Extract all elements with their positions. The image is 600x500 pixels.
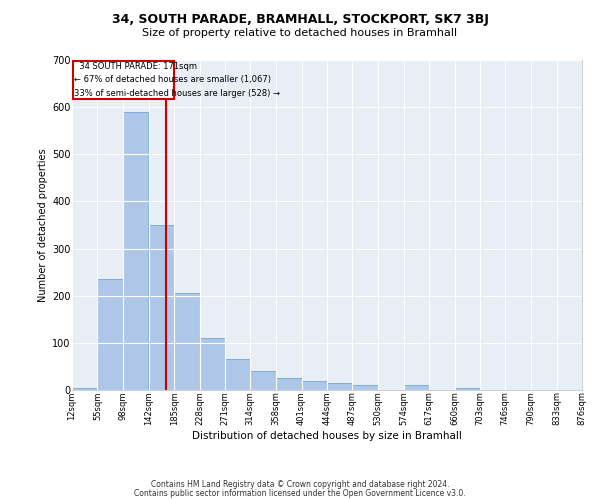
- Bar: [174, 294, 199, 390]
- Bar: [276, 378, 302, 390]
- Text: Size of property relative to detached houses in Bramhall: Size of property relative to detached ho…: [142, 28, 458, 38]
- Bar: [199, 338, 225, 390]
- Bar: [72, 388, 97, 390]
- Bar: [302, 380, 327, 390]
- Bar: [327, 383, 352, 390]
- Bar: [250, 371, 275, 390]
- Y-axis label: Number of detached properties: Number of detached properties: [38, 148, 48, 302]
- Bar: [149, 225, 174, 390]
- Text: Contains HM Land Registry data © Crown copyright and database right 2024.: Contains HM Land Registry data © Crown c…: [151, 480, 449, 489]
- Text: 34, SOUTH PARADE, BRAMHALL, STOCKPORT, SK7 3BJ: 34, SOUTH PARADE, BRAMHALL, STOCKPORT, S…: [112, 12, 488, 26]
- Bar: [455, 388, 480, 390]
- Bar: [404, 386, 429, 390]
- Bar: [225, 360, 250, 390]
- Text: Contains public sector information licensed under the Open Government Licence v3: Contains public sector information licen…: [134, 488, 466, 498]
- Bar: [97, 279, 123, 390]
- Text: 34 SOUTH PARADE: 171sqm
← 67% of detached houses are smaller (1,067)
33% of semi: 34 SOUTH PARADE: 171sqm ← 67% of detache…: [74, 62, 280, 98]
- Bar: [352, 386, 378, 390]
- X-axis label: Distribution of detached houses by size in Bramhall: Distribution of detached houses by size …: [192, 431, 462, 441]
- Bar: [123, 112, 148, 390]
- FancyBboxPatch shape: [73, 61, 174, 98]
